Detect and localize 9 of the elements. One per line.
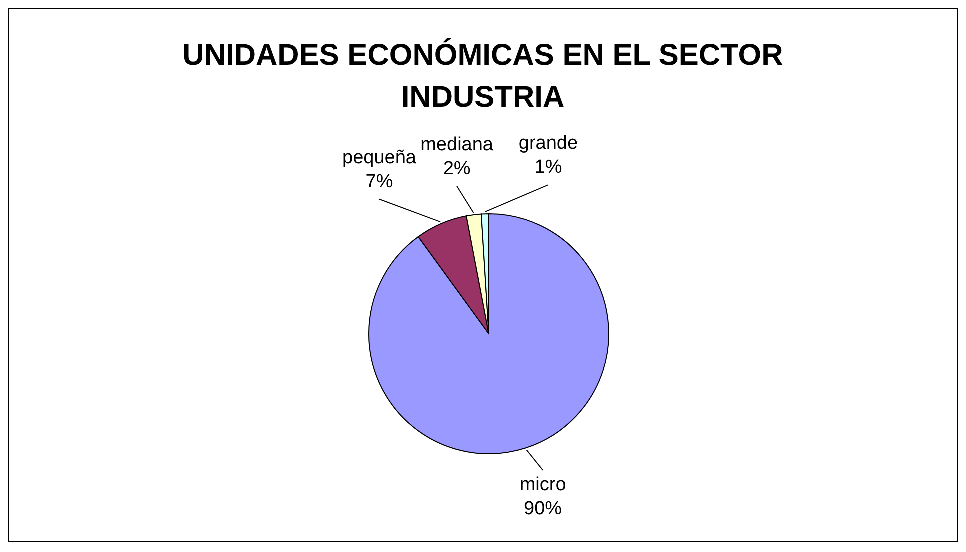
slice-label: grande — [518, 133, 578, 154]
slice-label: pequeña — [342, 147, 417, 168]
slice-label: micro — [520, 474, 566, 496]
data-label: 90% — [524, 498, 562, 520]
data-label: 2% — [443, 158, 471, 180]
slice-label: mediana — [420, 134, 494, 156]
chart-title: UNIDADES ECONÓMICAS EN EL SECTOR INDUSTRIA — [182, 37, 784, 116]
data-label: 7% — [366, 171, 394, 192]
data-label: 1% — [534, 157, 562, 178]
